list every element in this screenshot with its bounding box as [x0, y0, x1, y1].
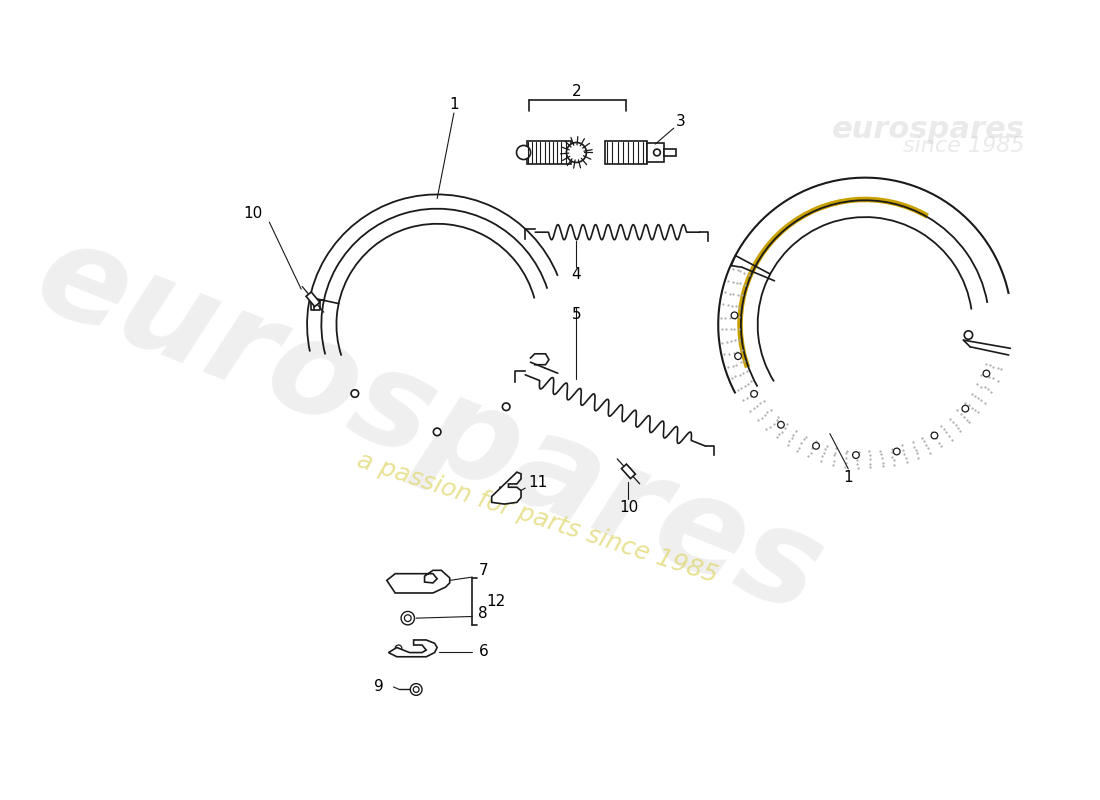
Circle shape: [405, 615, 411, 622]
Circle shape: [962, 406, 969, 412]
FancyBboxPatch shape: [605, 141, 647, 164]
Polygon shape: [621, 464, 636, 478]
Circle shape: [931, 432, 938, 439]
Text: 10: 10: [243, 206, 262, 222]
Circle shape: [893, 448, 900, 455]
FancyBboxPatch shape: [663, 149, 676, 156]
Circle shape: [410, 684, 422, 695]
Polygon shape: [387, 570, 450, 593]
FancyBboxPatch shape: [647, 143, 663, 162]
Circle shape: [395, 645, 402, 652]
Text: eurospares: eurospares: [832, 114, 1024, 144]
Text: 1: 1: [844, 470, 854, 485]
Text: 10: 10: [619, 500, 638, 515]
Text: 9: 9: [374, 679, 383, 694]
Circle shape: [813, 442, 820, 450]
Circle shape: [965, 331, 972, 339]
Polygon shape: [492, 472, 521, 504]
Text: 4: 4: [572, 266, 581, 282]
Circle shape: [503, 403, 510, 410]
Text: 7: 7: [478, 563, 488, 578]
Circle shape: [414, 686, 419, 693]
Text: 5: 5: [572, 307, 581, 322]
Circle shape: [433, 428, 441, 436]
Circle shape: [778, 422, 784, 428]
Text: 1: 1: [449, 97, 459, 112]
FancyBboxPatch shape: [527, 141, 571, 164]
Circle shape: [983, 370, 990, 377]
Text: 12: 12: [486, 594, 506, 609]
Text: 2: 2: [572, 84, 581, 98]
Circle shape: [750, 390, 758, 398]
Text: a passion for parts since 1985: a passion for parts since 1985: [354, 448, 722, 587]
Circle shape: [351, 390, 359, 398]
Circle shape: [517, 146, 530, 159]
Text: 6: 6: [478, 644, 488, 659]
Circle shape: [402, 611, 415, 625]
Text: eurospares: eurospares: [18, 210, 839, 640]
Text: 11: 11: [528, 474, 548, 490]
Polygon shape: [306, 292, 320, 306]
Circle shape: [735, 353, 741, 359]
Circle shape: [393, 579, 402, 588]
Text: since 1985: since 1985: [903, 136, 1024, 156]
Text: 3: 3: [675, 114, 685, 129]
Circle shape: [566, 142, 586, 162]
Circle shape: [852, 452, 859, 458]
Circle shape: [653, 149, 660, 156]
Circle shape: [732, 312, 738, 318]
Text: 8: 8: [478, 606, 488, 622]
Polygon shape: [388, 640, 437, 657]
